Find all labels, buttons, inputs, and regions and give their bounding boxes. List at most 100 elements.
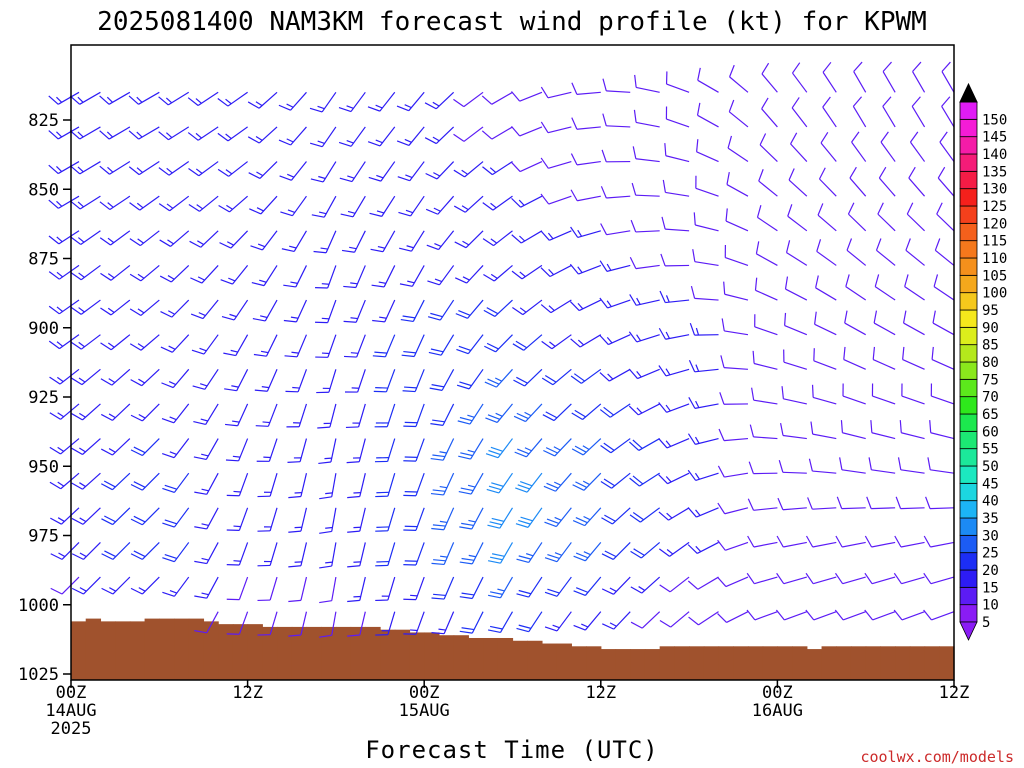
barb-flag <box>219 242 232 249</box>
barb-half-flag <box>318 211 327 215</box>
wind-barb <box>787 204 808 232</box>
barb-half-flag <box>577 229 583 237</box>
barb-flag <box>431 562 445 566</box>
barb-flag <box>432 419 445 423</box>
barb-flag <box>223 352 236 357</box>
barb-flag <box>784 312 787 326</box>
wind-barb <box>255 403 278 427</box>
barb-shaft <box>725 541 749 551</box>
wind-barb <box>513 403 543 423</box>
barb-shaft <box>871 507 896 510</box>
wind-barb <box>721 318 749 336</box>
barb-flag <box>630 550 642 559</box>
wind-barb <box>284 334 308 358</box>
barb-flag <box>188 167 200 177</box>
barb-half-flag <box>519 271 526 278</box>
barb-shaft <box>669 576 690 593</box>
barb-shaft <box>787 215 808 232</box>
colorbar-swatch <box>959 413 978 432</box>
barb-flag <box>104 550 116 558</box>
barb-flag <box>633 109 637 123</box>
barb-flag <box>512 343 525 351</box>
terrain-bar <box>174 618 190 680</box>
barb-flag <box>338 141 352 147</box>
barb-flag <box>319 565 332 569</box>
wind-barb <box>375 542 396 567</box>
barb-flag <box>511 197 522 208</box>
colorbar-swatch <box>959 448 978 467</box>
x-axis-title: Forecast Time (UTC) <box>365 736 659 764</box>
wind-barb <box>818 167 837 197</box>
barb-shaft <box>792 72 808 93</box>
wind-barb <box>572 507 602 527</box>
barb-half-flag <box>195 132 202 139</box>
barb-half-flag <box>166 167 173 174</box>
wind-barb <box>217 91 248 107</box>
barb-half-flag <box>467 484 476 488</box>
barb-flag <box>882 61 892 72</box>
barb-flag <box>697 67 701 81</box>
wind-barb <box>431 542 455 566</box>
barb-flag <box>103 480 116 488</box>
barb-half-flag <box>255 101 263 107</box>
barb-flag <box>923 609 932 621</box>
barb-shaft <box>755 289 778 301</box>
wind-barb <box>315 334 337 358</box>
wind-barb <box>49 438 80 455</box>
barb-half-flag <box>468 554 476 558</box>
wind-barb <box>754 277 778 301</box>
wind-barb <box>190 299 219 320</box>
wind-barb <box>902 346 925 370</box>
wind-barb <box>931 346 955 370</box>
barb-shaft <box>754 576 778 585</box>
barb-shaft <box>519 161 543 173</box>
barb-flag <box>517 484 530 490</box>
barb-flag <box>601 517 613 525</box>
barb-shaft <box>269 611 278 635</box>
barb-shaft <box>206 472 219 495</box>
barb-half-flag <box>56 200 63 207</box>
barb-shaft <box>325 230 337 253</box>
barb-flag <box>187 132 199 141</box>
barb-shaft <box>443 472 455 496</box>
barb-flag <box>925 496 931 509</box>
barb-shaft <box>872 611 896 621</box>
colorbar-swatch <box>959 604 978 623</box>
wind-barb <box>427 299 455 321</box>
barb-shaft <box>783 398 807 405</box>
wind-barb <box>747 535 778 548</box>
barb-flag <box>725 208 728 222</box>
wind-barb <box>346 438 366 464</box>
barb-flag <box>70 236 82 245</box>
barb-flag <box>458 455 471 460</box>
wind-barb <box>820 131 837 162</box>
barb-flag <box>347 530 360 533</box>
wind-barb <box>905 238 925 266</box>
colorbar-label: 15 <box>982 580 999 596</box>
wind-barb <box>599 260 631 272</box>
barb-half-flag <box>228 277 236 282</box>
wind-barb <box>343 299 366 323</box>
wind-barb <box>69 126 101 140</box>
barb-half-flag <box>201 557 209 561</box>
wind-barb <box>226 576 249 601</box>
barb-shaft <box>694 297 719 301</box>
barb-half-flag <box>524 411 532 417</box>
barb-flag <box>288 634 301 637</box>
wind-barb <box>398 195 425 217</box>
barb-shaft <box>759 144 778 162</box>
wind-barb <box>484 368 513 388</box>
wind-barb <box>347 542 366 568</box>
terrain-bar <box>129 621 146 680</box>
barb-half-flag <box>56 271 63 278</box>
barb-flag <box>723 281 726 295</box>
barb-shaft <box>817 214 837 232</box>
wind-barb <box>99 91 131 105</box>
barb-half-flag <box>136 167 143 173</box>
wind-barb <box>453 195 484 213</box>
colorbar-label: 135 <box>982 164 1007 180</box>
wind-barb <box>632 146 660 163</box>
colorbar-label: 80 <box>982 355 999 371</box>
barb-half-flag <box>225 133 232 140</box>
